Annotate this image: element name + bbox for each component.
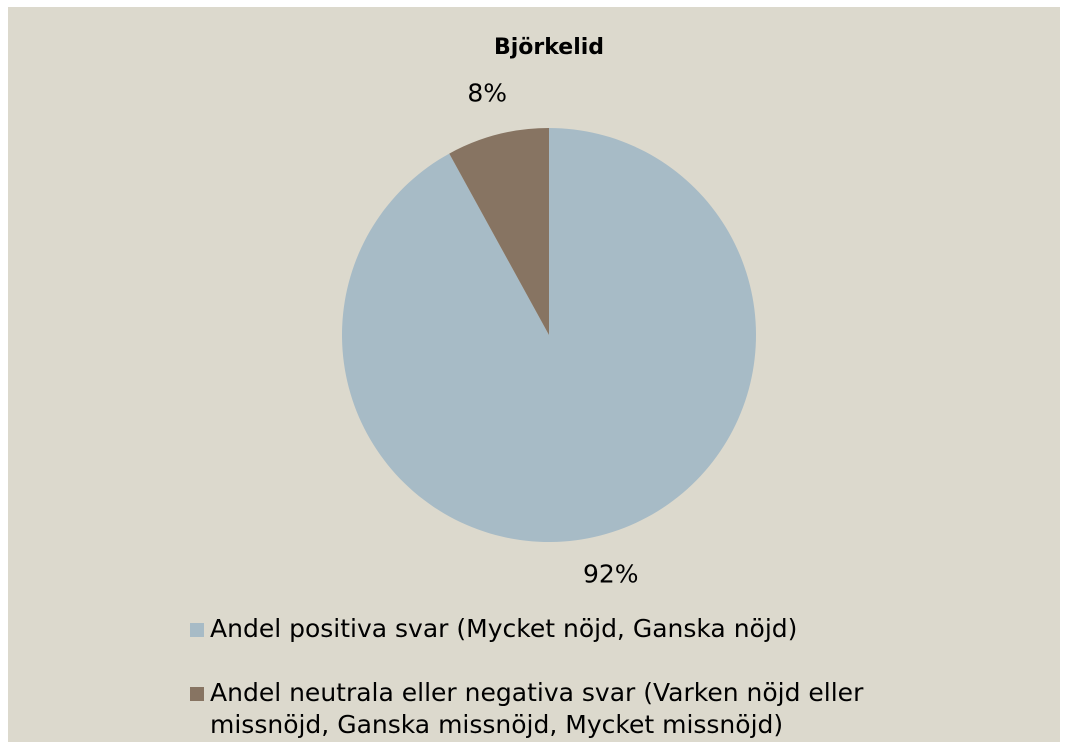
legend-item: Andel positiva svar (Mycket nöjd, Ganska…	[190, 613, 970, 645]
legend-swatch	[190, 623, 204, 637]
chart-svg: Björkelid 92% 8%	[341, 35, 756, 589]
legend-item: Andel neutrala eller negativa svar (Vark…	[190, 677, 970, 741]
legend-label: Andel positiva svar (Mycket nöjd, Ganska…	[210, 614, 798, 643]
chart-title: Björkelid	[494, 35, 604, 60]
legend-label: Andel neutrala eller negativa svar (Vark…	[210, 678, 864, 739]
pie-slice	[449, 128, 549, 335]
data-label: 92%	[583, 560, 639, 589]
chart: Björkelid 92% 8% Andel positiva svar (Myc…	[8, 7, 1060, 742]
legend-swatch	[190, 687, 204, 701]
data-label: 8%	[467, 78, 507, 107]
pie-slice	[341, 128, 756, 542]
